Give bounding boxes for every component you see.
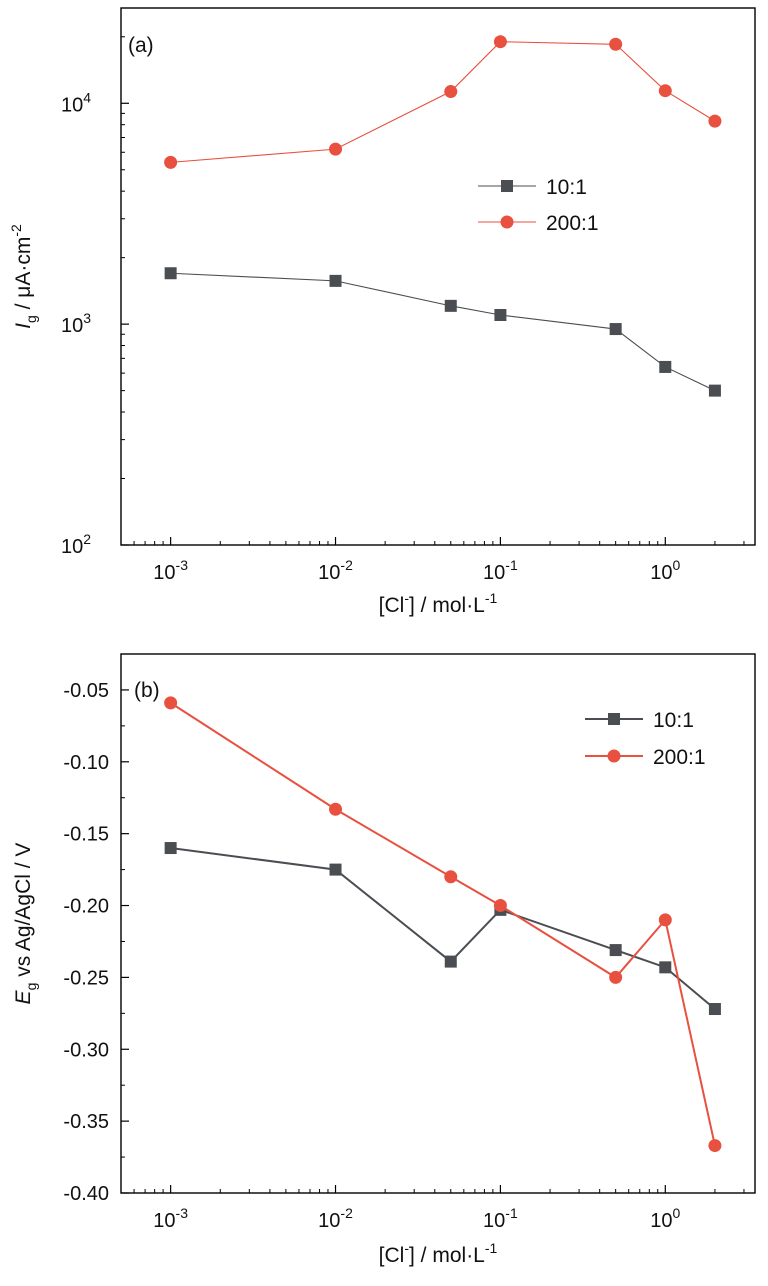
data-point-circle [708, 1139, 722, 1153]
data-point-square [164, 842, 177, 855]
data-point-circle [658, 913, 672, 927]
y-tick-label: 103 [61, 310, 91, 337]
data-point-circle [708, 114, 722, 128]
data-point-square [708, 384, 721, 397]
y-tick-label: -0.15 [63, 824, 109, 846]
data-point-square [659, 360, 672, 373]
legend-marker-square [608, 713, 620, 725]
legend: 10:1 200:1 [585, 709, 706, 769]
x-tick-label: 10-1 [483, 1205, 518, 1232]
series-10-1 [164, 842, 721, 1016]
data-point-circle [164, 696, 178, 710]
data-point-circle [329, 142, 343, 156]
series-line [170, 272, 716, 392]
series-10-1 [164, 267, 721, 397]
data-point-circle [658, 84, 672, 98]
panel-label: (a) [128, 34, 154, 57]
legend-label: 200:1 [653, 746, 706, 769]
y-tick-label: -0.30 [63, 1039, 109, 1061]
series-line [170, 41, 716, 163]
y-tick-label: -0.05 [63, 680, 109, 702]
chart-panel-a: 10-3 10-2 10-1 100 102 103 104 [Cl-] / mol·L-1 I… [8, 7, 756, 617]
plot-frame [120, 653, 756, 1194]
y-tick-label: -0.25 [63, 967, 109, 989]
x-tick-label: 100 [650, 557, 680, 584]
y-axis-title: Eg vs Ag/AgCl / V [12, 843, 39, 1005]
series-200-1 [164, 35, 722, 169]
data-point-square [659, 961, 672, 974]
data-point-circle [493, 35, 507, 49]
data-point-square [329, 274, 342, 287]
data-point-square [164, 267, 177, 280]
x-axis-title: [Cl-] / mol·L-1 [379, 1240, 498, 1267]
y-tick-label: -0.35 [63, 1111, 109, 1133]
y-tick-label: -0.40 [63, 1183, 109, 1205]
series-200-1 [164, 696, 722, 1153]
data-point-square [494, 308, 507, 321]
chart-panel-b: 10-3 10-2 10-1 100 -0.05 -0.10 -0.15 -0.20 -0.25… [12, 653, 756, 1267]
data-point-circle [444, 85, 458, 99]
y-tick-label: -0.10 [63, 752, 109, 774]
x-tick-label: 10-3 [153, 557, 188, 584]
legend-marker-square [501, 180, 513, 192]
legend-label: 10:1 [653, 709, 694, 732]
x-axis-title: [Cl-] / mol·L-1 [379, 590, 498, 617]
data-point-circle [164, 155, 178, 169]
data-point-square [444, 955, 457, 968]
plot-frame [120, 7, 756, 546]
legend-marker-circle [607, 749, 621, 763]
data-point-circle [444, 870, 458, 884]
y-tick-label: 104 [61, 89, 91, 116]
data-point-circle [329, 802, 343, 816]
x-tick-label: 10-3 [153, 1205, 188, 1232]
x-tick-label: 100 [650, 1205, 680, 1232]
data-point-square [329, 863, 342, 876]
data-point-square [708, 1003, 721, 1016]
legend: 10:1 200:1 [478, 176, 599, 235]
data-point-circle [609, 970, 623, 984]
x-tick-label: 10-1 [483, 557, 518, 584]
data-point-circle [493, 899, 507, 913]
legend-label: 200:1 [546, 212, 599, 235]
data-point-square [609, 323, 622, 336]
data-point-square [609, 944, 622, 957]
legend-marker-circle [500, 215, 514, 229]
series-line [170, 702, 716, 1146]
x-tick-label: 10-2 [318, 1205, 353, 1232]
y-axis-title: Ig / μA·cm-2 [8, 224, 39, 329]
data-point-square [444, 299, 457, 312]
legend-label: 10:1 [546, 176, 587, 199]
y-tick-label: -0.20 [63, 896, 109, 918]
data-point-circle [609, 37, 623, 51]
panel-label: (b) [134, 679, 160, 702]
y-tick-label: 102 [61, 531, 91, 558]
x-tick-label: 10-2 [318, 557, 353, 584]
